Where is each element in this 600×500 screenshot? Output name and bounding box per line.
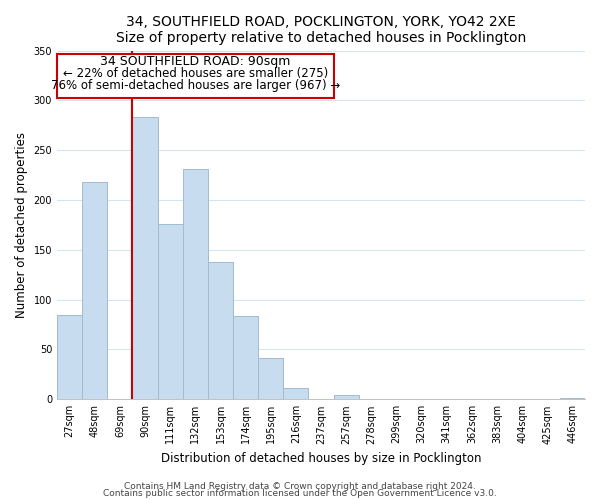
Bar (208, 262, 233, 400)
Bar (158, 224, 183, 400)
X-axis label: Distribution of detached houses by size in Pocklington: Distribution of detached houses by size … (161, 452, 481, 465)
Bar (334, 396, 359, 400)
Bar (183, 169, 208, 400)
Text: Contains HM Land Registry data © Crown copyright and database right 2024.: Contains HM Land Registry data © Crown c… (124, 482, 476, 491)
Bar (560, 398, 585, 400)
Text: 76% of semi-detached houses are larger (967) →: 76% of semi-detached houses are larger (… (50, 79, 340, 92)
Y-axis label: Number of detached properties: Number of detached properties (15, 132, 28, 318)
Text: Contains public sector information licensed under the Open Government Licence v3: Contains public sector information licen… (103, 490, 497, 498)
Bar (258, 358, 283, 400)
Bar (57, 314, 82, 400)
Bar (57, 54, 334, 98)
Title: 34, SOUTHFIELD ROAD, POCKLINGTON, YORK, YO42 2XE
Size of property relative to de: 34, SOUTHFIELD ROAD, POCKLINGTON, YORK, … (116, 15, 526, 45)
Bar (82, 182, 107, 400)
Text: ← 22% of detached houses are smaller (275): ← 22% of detached houses are smaller (27… (62, 67, 328, 80)
Bar (283, 388, 308, 400)
Bar (133, 118, 158, 400)
Bar (233, 316, 258, 400)
Text: 34 SOUTHFIELD ROAD: 90sqm: 34 SOUTHFIELD ROAD: 90sqm (100, 55, 290, 68)
